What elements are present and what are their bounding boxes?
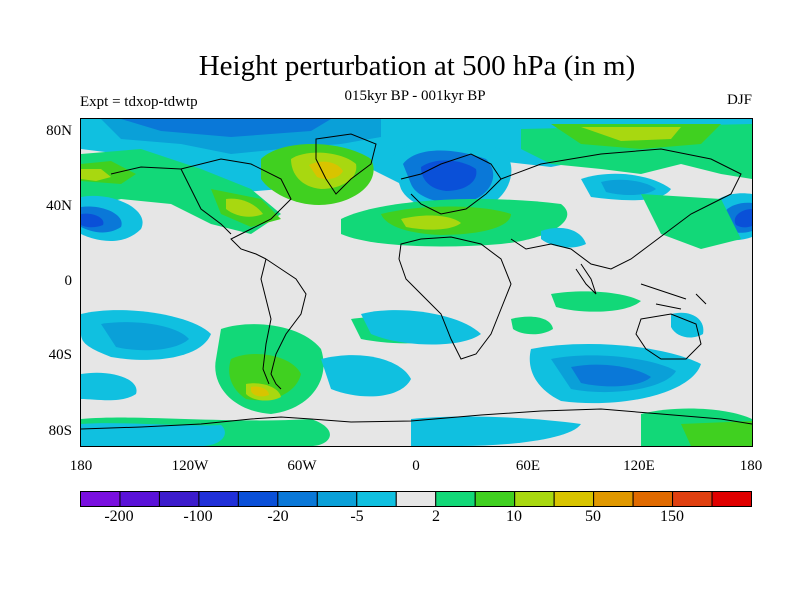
- lat-label-40n: 40N: [46, 198, 72, 214]
- colorbar-label: 150: [660, 508, 684, 525]
- lat-label-0: 0: [64, 273, 73, 289]
- lon-label-0: 0: [412, 458, 420, 474]
- colorbar-swatch: [474, 491, 516, 507]
- lon-label-120w: 120W: [171, 458, 209, 474]
- lon-label-60w: 60W: [287, 458, 317, 474]
- colorbar-swatch: [80, 491, 121, 507]
- chart-title: Height perturbation at 500 hPa (in m): [198, 50, 636, 82]
- season-label: DJF: [726, 92, 752, 108]
- colorbar-label: -100: [183, 508, 213, 525]
- lon-label-120e: 120E: [623, 458, 655, 474]
- colorbar-label: -200: [104, 508, 134, 525]
- lat-label-80n: 80N: [46, 123, 72, 139]
- map-panel: [80, 118, 753, 447]
- colorbar-label: 2: [432, 508, 440, 525]
- colorbar-swatch: [553, 491, 595, 507]
- colorbar-swatch: [711, 491, 752, 507]
- colorbar-label: -5: [350, 508, 364, 525]
- colorbar-swatch: [514, 491, 555, 507]
- colorbar-label: 50: [585, 508, 601, 525]
- colorbar-label: 10: [506, 508, 522, 525]
- colorbar-swatch: [395, 491, 437, 507]
- colorbar-swatch: [277, 491, 318, 507]
- colorbar-swatch: [593, 491, 634, 507]
- lat-label-80s: 80S: [48, 423, 72, 439]
- colorbar-swatch: [672, 491, 713, 507]
- colorbar: [80, 491, 752, 507]
- height-perturbation-field: [81, 119, 752, 446]
- lon-label-60e: 60E: [515, 458, 541, 474]
- colorbar-swatch: [158, 491, 200, 507]
- colorbar-swatch: [237, 491, 279, 507]
- colorbar-swatch: [435, 491, 476, 507]
- experiment-label: Expt = tdxop-tdwtp: [80, 94, 198, 110]
- lon-label-180e: 180: [739, 458, 763, 474]
- colorbar-swatch: [119, 491, 160, 507]
- colorbar-label: -20: [267, 508, 289, 525]
- colorbar-swatch: [198, 491, 239, 507]
- lon-label-180w: 180: [69, 458, 93, 474]
- colorbar-swatch: [316, 491, 358, 507]
- chart-subtitle: 015kyr BP - 001kyr BP: [344, 88, 486, 104]
- lat-label-40s: 40S: [48, 347, 72, 363]
- colorbar-swatch: [356, 491, 397, 507]
- colorbar-swatch: [632, 491, 674, 507]
